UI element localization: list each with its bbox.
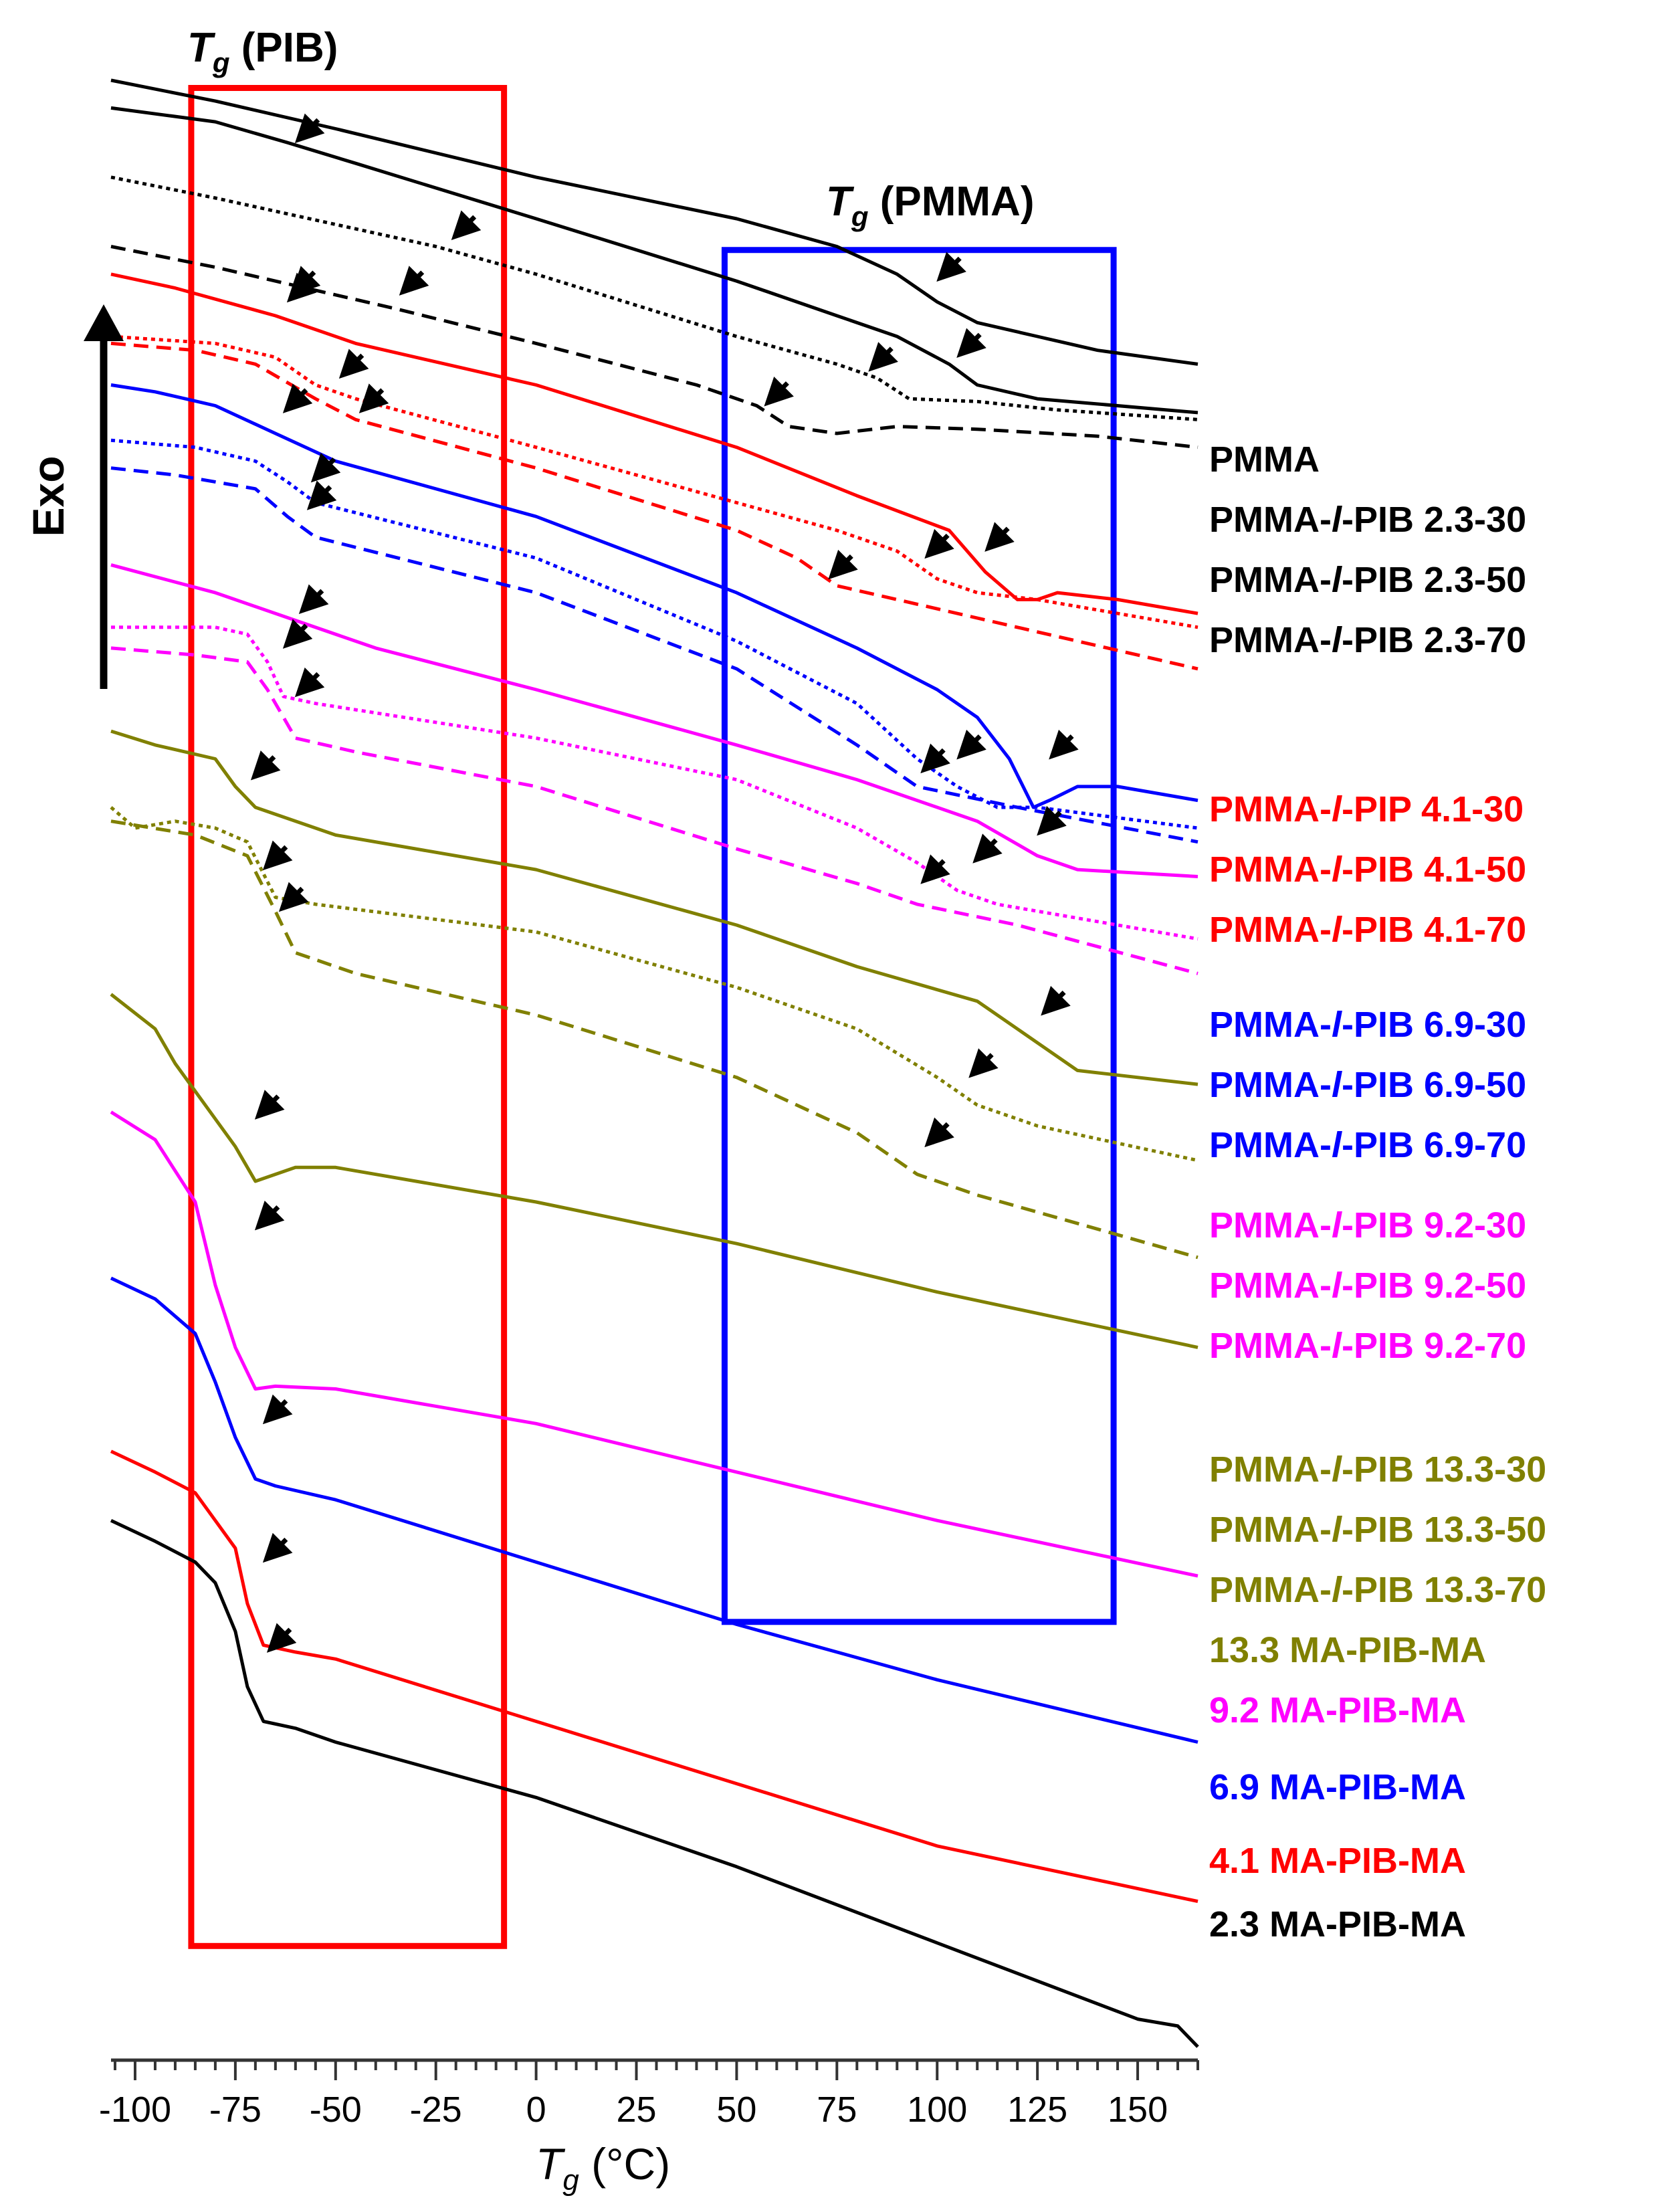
x-tick-label: -75 xyxy=(209,2090,262,2130)
x-tick-label: 100 xyxy=(907,2090,967,2130)
tg-arrow-5-1 xyxy=(924,528,954,559)
series-line-17 xyxy=(110,1110,1198,1578)
tg-arrow-9-1 xyxy=(920,743,950,774)
series-line-7 xyxy=(110,383,1198,809)
x-tick-label: -50 xyxy=(310,2090,362,2130)
series-line-8 xyxy=(110,438,1198,830)
series-label-6: PMMA-l-PIB 4.1-70 xyxy=(1209,910,1526,950)
series-line-14 xyxy=(110,806,1198,1163)
tg-arrow-15-0 xyxy=(278,882,309,912)
tg-arrow-13-0 xyxy=(250,750,281,781)
x-tick-label: 50 xyxy=(716,2090,756,2130)
exo-arrow-head xyxy=(84,304,124,341)
series-line-11 xyxy=(111,625,1198,941)
series-label-5: PMMA-l-PIB 4.1-50 xyxy=(1209,849,1526,890)
x-axis-label: Tg (°C) xyxy=(536,2139,670,2197)
Tg-PIB-region-title: Tg (PIB) xyxy=(187,25,338,78)
series-line-1 xyxy=(110,106,1198,415)
tg-arrow-14-1 xyxy=(968,1048,999,1078)
tg-arrow-3-1 xyxy=(399,266,429,296)
tg-arrow-12-0 xyxy=(294,667,325,698)
x-tick-label: 150 xyxy=(1108,2090,1168,2130)
series-label-17: 9.2 MA-PIB-MA xyxy=(1209,1690,1466,1730)
series-line-10 xyxy=(110,563,1198,878)
tg-arrow-11-0 xyxy=(282,619,313,649)
series-label-19: 4.1 MA-PIB-MA xyxy=(1209,1841,1466,1881)
series-line-2 xyxy=(110,175,1198,421)
tg-arrow-1-0 xyxy=(294,113,325,144)
series-line-9 xyxy=(110,466,1198,844)
x-tick-label: 75 xyxy=(817,2090,857,2130)
plot-area xyxy=(110,78,1199,2048)
tg-arrow-4-0 xyxy=(286,272,317,303)
tg-arrow-9-0 xyxy=(306,480,337,510)
series-label-11: PMMA-l-PIB 9.2-50 xyxy=(1209,1266,1526,1306)
series-label-1: PMMA-l-PIB 2.3-30 xyxy=(1209,500,1526,540)
series-labels: Tg (PIB) Tg (PMMA) PMMA PMMA-l-PIB 2.3-30 PM… xyxy=(187,25,1546,1944)
series-label-14: PMMA-l-PIB 13.3-50 xyxy=(1209,1510,1546,1550)
series-line-18 xyxy=(110,1276,1198,1744)
tg-arrow-10-1 xyxy=(1037,805,1067,836)
x-tick-label: -100 xyxy=(99,2090,171,2130)
tg-arrow-14-0 xyxy=(262,840,293,871)
series-label-12: PMMA-l-PIB 9.2-70 xyxy=(1209,1326,1526,1366)
Tg-PMMA-region-title: Tg (PMMA) xyxy=(826,179,1034,232)
tg-arrow-18-0 xyxy=(262,1394,293,1425)
tg-arrow-8-0 xyxy=(310,452,341,483)
series-label-2: PMMA-l-PIB 2.3-50 xyxy=(1209,560,1526,600)
tg-arrow-1-1 xyxy=(956,328,986,359)
series-label-7: PMMA-l-PIB 6.9-30 xyxy=(1209,1005,1526,1045)
tg-arrow-13-1 xyxy=(1041,985,1071,1016)
Tg-PIB-region-box xyxy=(188,85,508,1949)
tg-arrow-17-0 xyxy=(254,1200,285,1231)
series-line-20 xyxy=(110,1518,1199,2048)
x-tick-label: 25 xyxy=(616,2090,656,2130)
tg-arrow-8-1 xyxy=(956,729,986,760)
tg-arrow-2-1 xyxy=(868,342,898,372)
series-label-15: PMMA-l-PIB 13.3-70 xyxy=(1209,1570,1546,1610)
tg-arrow-5-0 xyxy=(338,348,369,379)
Tg-PMMA-region-box xyxy=(721,247,1117,1625)
series-line-13 xyxy=(110,729,1198,1086)
x-axis: Exo -100 -75 -50 -25 0 25 50 75 100 125 150 Tg (°C) xyxy=(23,304,1199,2197)
series-label-8: PMMA-l-PIB 6.9-50 xyxy=(1209,1065,1526,1105)
tg-arrow-7-0 xyxy=(282,383,313,413)
series-label-13: PMMA-l-PIB 13.3-30 xyxy=(1209,1449,1546,1490)
series-label-10: PMMA-l-PIB 9.2-30 xyxy=(1209,1205,1526,1245)
tg-arrow-7-1 xyxy=(1049,729,1079,760)
series-line-6 xyxy=(110,341,1198,671)
series-line-12 xyxy=(110,646,1198,975)
tg-arrow-2-0 xyxy=(451,210,482,241)
series-label-20: 2.3 MA-PIB-MA xyxy=(1209,1904,1466,1944)
series-line-5 xyxy=(110,334,1198,629)
series-line-0 xyxy=(110,78,1198,366)
tg-arrow-6-0 xyxy=(358,383,389,413)
tg-arrow-6-1 xyxy=(828,549,858,580)
tg-arrow-15-1 xyxy=(924,1117,954,1148)
tg-arrow-11-1 xyxy=(972,833,1003,864)
tg-arrow-3-2 xyxy=(764,376,794,407)
series-label-0: PMMA xyxy=(1209,439,1320,480)
x-tick-label: -25 xyxy=(410,2090,462,2130)
tg-arrow-12-1 xyxy=(920,854,950,884)
series-label-4: PMMA-l-PIP 4.1-30 xyxy=(1209,789,1524,829)
series-label-3: PMMA-l-PIB 2.3-70 xyxy=(1209,620,1526,660)
tg-arrow-20-0 xyxy=(266,1623,297,1653)
tg-arrow-10-0 xyxy=(298,584,329,615)
series-line-3 xyxy=(110,245,1198,449)
tg-arrow-4-1 xyxy=(984,522,1015,552)
series-line-4 xyxy=(110,272,1198,615)
x-tick-label: 0 xyxy=(526,2090,546,2130)
series-label-16: 13.3 MA-PIB-MA xyxy=(1209,1630,1486,1670)
x-tick-label: 125 xyxy=(1007,2090,1067,2130)
y-axis-label: Exo xyxy=(23,456,73,536)
series-line-19 xyxy=(110,1449,1198,1904)
tg-arrow-19-0 xyxy=(262,1532,293,1563)
tg-arrow-16-0 xyxy=(254,1090,285,1120)
tg-arrow-0-0 xyxy=(936,252,966,282)
series-line-16 xyxy=(110,993,1198,1349)
series-label-18: 6.9 MA-PIB-MA xyxy=(1209,1767,1466,1807)
series-label-9: PMMA-l-PIB 6.9-70 xyxy=(1209,1125,1526,1165)
